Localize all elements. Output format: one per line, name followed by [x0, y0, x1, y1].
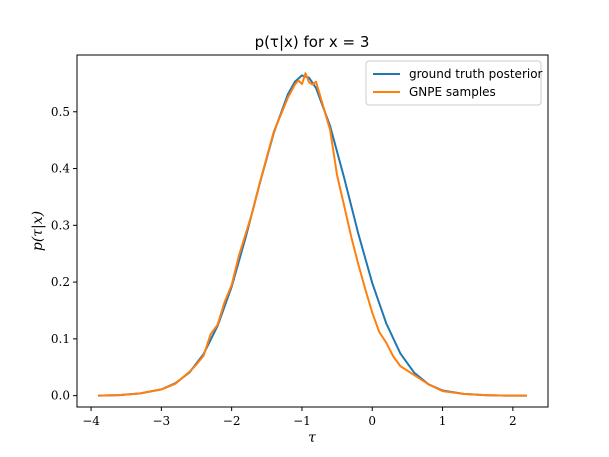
- y-tick-label: 0.3: [51, 218, 70, 232]
- x-axis-ticks: −4 −3 −2 −1 0 1 2: [82, 407, 517, 428]
- gnpe-samples-line: [98, 72, 527, 397]
- legend: ground truth posterior GNPE samples: [365, 60, 543, 106]
- y-tick-label: 0.4: [51, 162, 70, 176]
- x-tick-label: −2: [223, 414, 241, 428]
- chart-title: p(τ|x) for x = 3: [255, 33, 370, 51]
- ground-truth-posterior-line: [98, 74, 527, 397]
- y-tick-label: 0.2: [51, 275, 70, 289]
- series-lines: [98, 72, 527, 397]
- y-tick-label: 0.0: [51, 389, 70, 403]
- legend-label-gnpe-samples: GNPE samples: [409, 85, 496, 99]
- x-tick-label: 2: [509, 414, 517, 428]
- legend-label-ground-truth: ground truth posterior: [409, 67, 543, 81]
- x-tick-label: 1: [439, 414, 447, 428]
- y-axis-label: p(τ|x): [30, 211, 46, 251]
- y-tick-label: 0.1: [51, 332, 70, 346]
- plot-area-frame: [76, 54, 549, 408]
- x-tick-label: −3: [153, 414, 171, 428]
- y-tick-label: 0.5: [51, 105, 70, 119]
- x-axis-label: τ: [308, 430, 316, 446]
- y-axis-ticks: 0.0 0.1 0.2 0.3 0.4 0.5: [51, 105, 77, 403]
- x-tick-label: −4: [82, 414, 100, 428]
- x-tick-label: −1: [293, 414, 311, 428]
- legend-box: [365, 60, 542, 106]
- x-tick-label: 0: [368, 414, 376, 428]
